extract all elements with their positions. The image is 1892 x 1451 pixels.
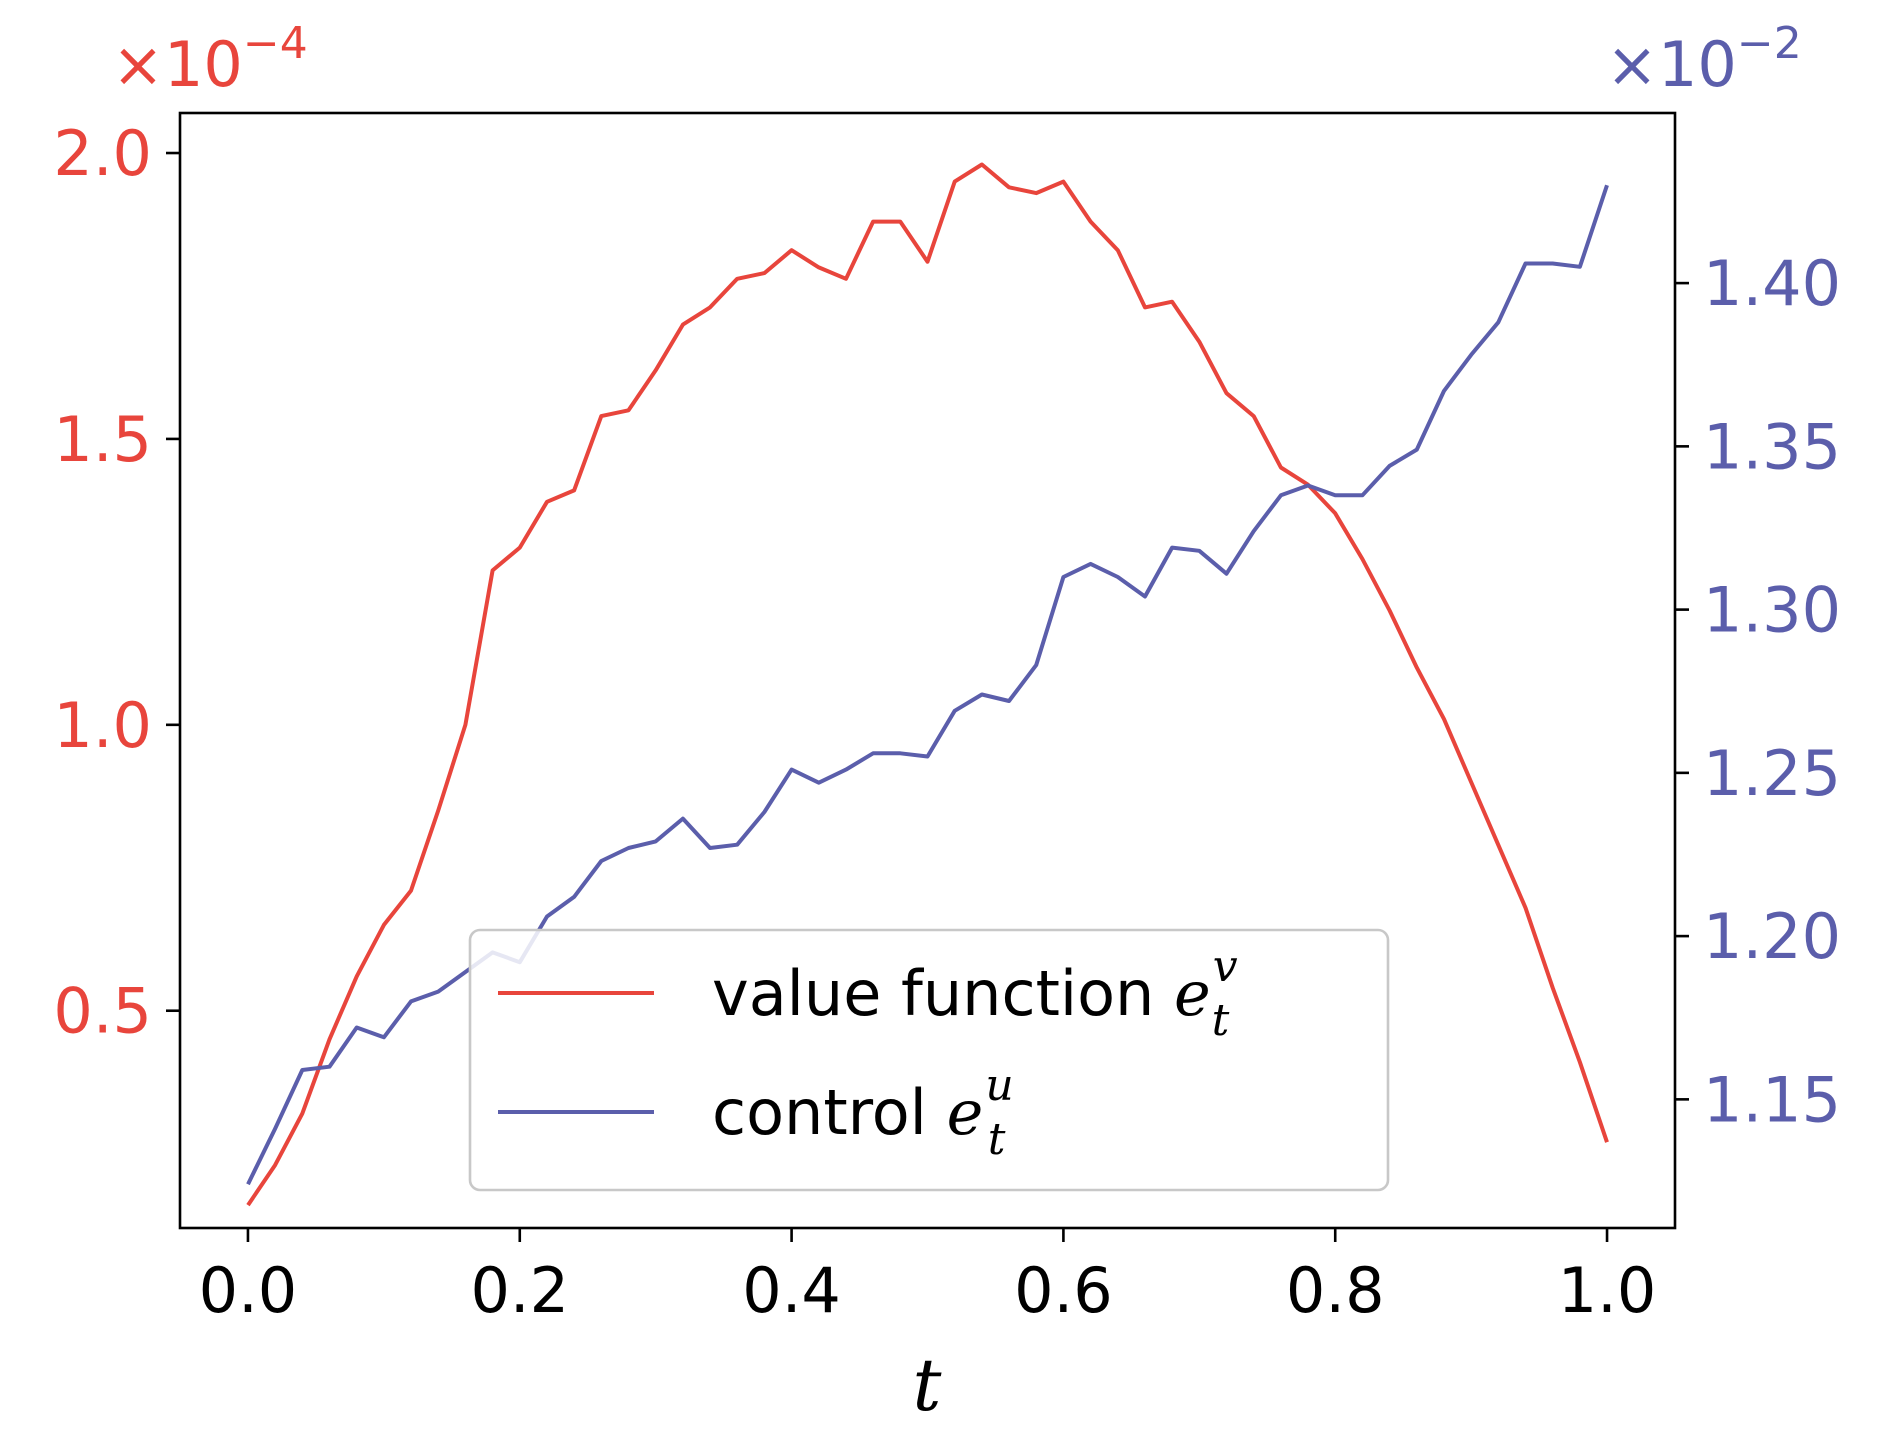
right-scale-base: ×10 xyxy=(1606,28,1737,101)
right-tick-label: 1.35 xyxy=(1703,410,1841,483)
x-tick-label: 0.6 xyxy=(1014,1254,1113,1327)
legend-box xyxy=(468,928,1390,1192)
left-tick-label: 2.0 xyxy=(53,117,152,190)
legend-sup-control: u xyxy=(985,1060,1013,1111)
left-scale-exponent: −4 xyxy=(243,18,308,69)
x-axis: 0.0 0.2 0.4 0.6 0.8 1.0 xyxy=(199,1228,1657,1327)
legend-label-control: control xyxy=(712,1076,927,1149)
left-tick-label: 1.5 xyxy=(53,403,152,476)
legend-math-value-function: e xyxy=(1174,957,1211,1030)
x-tick-label: 1.0 xyxy=(1558,1254,1657,1327)
x-tick-label: 0.2 xyxy=(470,1254,569,1327)
legend-sub-control: t xyxy=(988,1114,1006,1165)
plot-frame xyxy=(178,111,1677,1230)
series-line-value-function xyxy=(246,162,1609,1207)
left-scale-base: ×10 xyxy=(112,28,243,101)
left-tick-label: 0.5 xyxy=(53,975,152,1048)
right-tick-label: 1.15 xyxy=(1703,1063,1841,1136)
x-tick-label: 0.0 xyxy=(199,1254,298,1327)
legend: value function ev t control eu t xyxy=(468,928,1390,1192)
left-tick-label: 1.0 xyxy=(53,689,152,762)
x-axis-label: t xyxy=(913,1343,943,1427)
legend-entry-value-function: value function ev t xyxy=(712,941,1238,1046)
right-tick-label: 1.20 xyxy=(1703,900,1841,973)
legend-math-control: e xyxy=(947,1076,984,1149)
svg-text:×10−4: ×10−4 xyxy=(112,18,308,101)
svg-text:×10−2: ×10−2 xyxy=(1606,18,1802,101)
right-tick-label: 1.40 xyxy=(1703,247,1841,320)
legend-sub-value-function: t xyxy=(1212,995,1230,1046)
x-tick-label: 0.4 xyxy=(742,1254,841,1327)
left-y-axis: 0.5 1.0 1.5 2.0 xyxy=(53,117,180,1048)
right-y-axis: 1.15 1.20 1.25 1.30 1.35 1.40 xyxy=(1675,247,1841,1136)
right-scale-label: ×10−2 xyxy=(1606,18,1802,101)
left-scale-label: ×10−4 xyxy=(112,18,308,101)
legend-entry-control: control eu t xyxy=(712,1060,1014,1165)
legend-sup-value-function: v xyxy=(1213,941,1238,992)
right-tick-label: 1.30 xyxy=(1703,574,1841,647)
plot-area xyxy=(178,111,1677,1230)
right-scale-exponent: −2 xyxy=(1737,18,1802,69)
x-tick-label: 0.8 xyxy=(1286,1254,1385,1327)
legend-label-value-function: value function xyxy=(712,957,1154,1030)
right-tick-label: 1.25 xyxy=(1703,737,1841,810)
